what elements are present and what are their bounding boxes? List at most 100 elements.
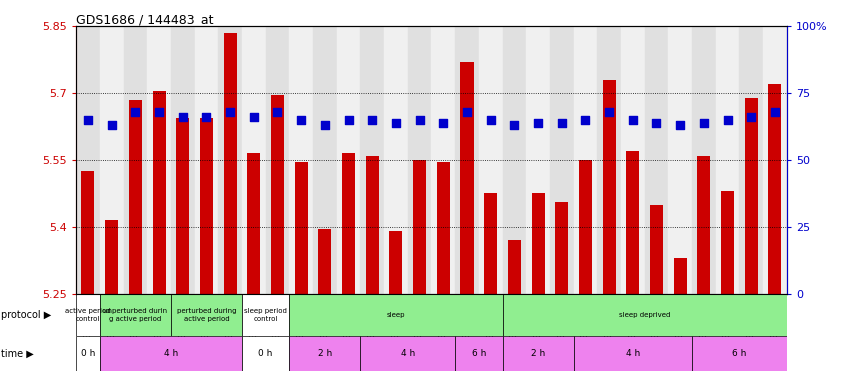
Text: 6 h: 6 h	[733, 350, 746, 358]
Text: perturbed during
active period: perturbed during active period	[177, 308, 236, 322]
Text: GDS1686 / 144483_at: GDS1686 / 144483_at	[76, 13, 214, 26]
Bar	[597, 26, 621, 294]
Point	[673, 122, 687, 128]
Bar	[389, 231, 403, 294]
Bar	[431, 26, 455, 294]
Text: sleep period
control: sleep period control	[244, 308, 287, 322]
Bar	[171, 294, 242, 336]
Bar	[574, 26, 597, 294]
Point	[365, 117, 379, 123]
Bar	[271, 95, 284, 294]
Bar	[508, 240, 521, 294]
Bar	[147, 26, 171, 294]
Bar	[289, 26, 313, 294]
Text: sleep: sleep	[387, 312, 405, 318]
Point	[81, 117, 95, 123]
Point	[744, 114, 758, 120]
Bar	[76, 336, 100, 371]
Bar	[242, 336, 289, 371]
Point	[223, 109, 237, 115]
Bar	[105, 220, 118, 294]
Bar	[318, 229, 332, 294]
Bar	[294, 162, 308, 294]
Bar	[437, 162, 450, 294]
Bar	[242, 26, 266, 294]
Point	[460, 109, 474, 115]
Bar	[81, 171, 95, 294]
Bar	[413, 160, 426, 294]
Bar	[550, 26, 574, 294]
Point	[152, 109, 166, 115]
Text: 6 h: 6 h	[472, 350, 486, 358]
Point	[697, 120, 711, 126]
Point	[413, 117, 426, 123]
Bar	[673, 258, 687, 294]
Text: active period
control: active period control	[65, 308, 111, 322]
Bar	[668, 26, 692, 294]
Text: 0 h: 0 h	[259, 350, 272, 358]
Point	[555, 120, 569, 126]
Bar	[289, 336, 360, 371]
Bar	[76, 294, 100, 336]
Point	[602, 109, 616, 115]
Text: unperturbed durin
g active period: unperturbed durin g active period	[103, 308, 168, 322]
Point	[342, 117, 355, 123]
Point	[294, 117, 308, 123]
Bar	[247, 153, 261, 294]
Bar	[100, 294, 171, 336]
Bar	[195, 26, 218, 294]
Bar	[744, 98, 758, 294]
Bar	[342, 153, 355, 294]
Bar	[555, 202, 569, 294]
Bar	[455, 336, 503, 371]
Bar	[763, 26, 787, 294]
Point	[484, 117, 497, 123]
Text: sleep deprived: sleep deprived	[619, 312, 670, 318]
Point	[105, 122, 118, 128]
Point	[531, 120, 545, 126]
Point	[508, 122, 521, 128]
Point	[721, 117, 734, 123]
Bar	[124, 26, 147, 294]
Point	[200, 114, 213, 120]
Text: 2 h: 2 h	[318, 350, 332, 358]
Bar	[602, 80, 616, 294]
Point	[768, 109, 782, 115]
Bar	[531, 194, 545, 294]
Bar	[716, 26, 739, 294]
Text: 4 h: 4 h	[626, 350, 640, 358]
Point	[579, 117, 592, 123]
Bar	[223, 33, 237, 294]
Bar	[645, 26, 668, 294]
Point	[247, 114, 261, 120]
Bar	[739, 26, 763, 294]
Point	[129, 109, 142, 115]
Bar	[526, 26, 550, 294]
Text: protocol ▶: protocol ▶	[1, 310, 51, 320]
Bar	[479, 26, 503, 294]
Bar	[360, 336, 455, 371]
Bar	[697, 156, 711, 294]
Bar	[503, 26, 526, 294]
Bar	[337, 26, 360, 294]
Point	[650, 120, 663, 126]
Point	[176, 114, 190, 120]
Bar	[100, 336, 242, 371]
Bar	[408, 26, 431, 294]
Bar	[289, 294, 503, 336]
Bar	[768, 84, 782, 294]
Point	[318, 122, 332, 128]
Text: 4 h: 4 h	[164, 350, 178, 358]
Bar	[650, 204, 663, 294]
Text: 0 h: 0 h	[81, 350, 95, 358]
Point	[626, 117, 640, 123]
Bar	[574, 336, 692, 371]
Bar	[692, 336, 787, 371]
Text: 2 h: 2 h	[531, 350, 545, 358]
Bar	[129, 100, 142, 294]
Text: time ▶: time ▶	[1, 349, 34, 359]
Bar	[360, 26, 384, 294]
Point	[389, 120, 403, 126]
Bar	[242, 294, 289, 336]
Bar	[313, 26, 337, 294]
